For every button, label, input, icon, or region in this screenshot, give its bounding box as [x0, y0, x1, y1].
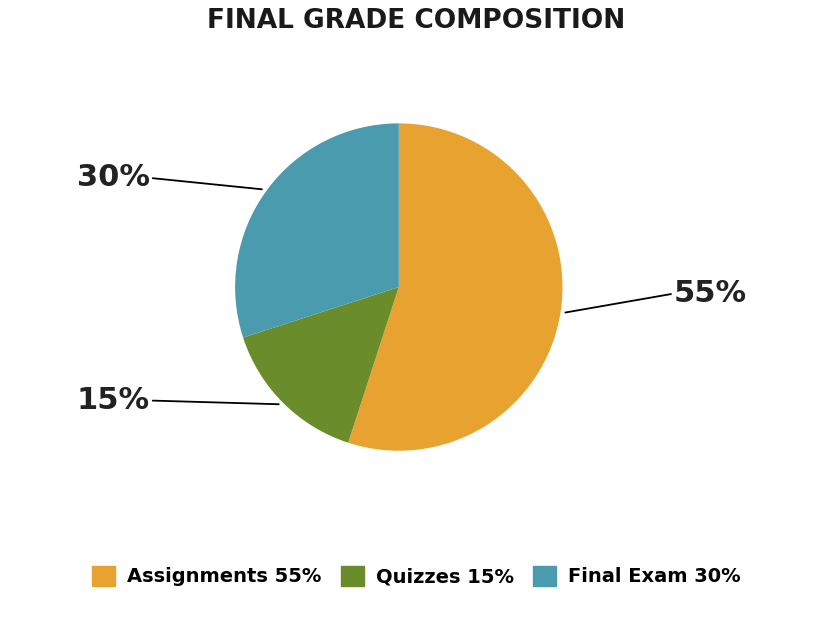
Title: FINAL GRADE COMPOSITION: FINAL GRADE COMPOSITION [208, 8, 625, 33]
Legend: Assignments 55%, Quizzes 15%, Final Exam 30%: Assignments 55%, Quizzes 15%, Final Exam… [84, 558, 749, 594]
Wedge shape [349, 123, 563, 451]
Wedge shape [235, 123, 398, 337]
Wedge shape [243, 287, 398, 442]
Text: 30%: 30% [77, 164, 150, 192]
Text: 15%: 15% [77, 386, 150, 415]
Text: 55%: 55% [674, 279, 747, 308]
